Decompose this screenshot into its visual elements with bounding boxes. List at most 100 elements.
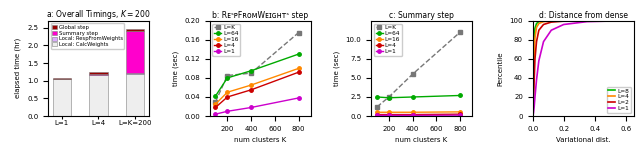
- L=K: [385, 96, 393, 98]
- L=4: [212, 107, 220, 108]
- L=4: [247, 89, 255, 91]
- L=4: [530, 77, 538, 79]
- L=8: [614, 20, 622, 22]
- L=64: [373, 96, 381, 98]
- L=64: [385, 97, 393, 99]
- L=2: [614, 20, 622, 22]
- L=1: [560, 24, 568, 25]
- L=16: [223, 91, 231, 93]
- L=4: [529, 101, 537, 103]
- X-axis label: Variational dist.: Variational dist.: [556, 137, 611, 143]
- L=1: [295, 97, 303, 99]
- L=K: [223, 75, 231, 76]
- L=2: [529, 115, 536, 117]
- Title: b: RᴇˢᴘFʀᴏᴍWᴇɪɢʜᴛˢ step: b: RᴇˢᴘFʀᴏᴍWᴇɪɢʜᴛˢ step: [212, 11, 308, 20]
- L=1: [540, 41, 547, 43]
- L=1: [409, 114, 417, 116]
- Bar: [126, 29, 145, 31]
- L=4: [583, 20, 591, 22]
- L=64: [295, 53, 303, 55]
- L=4: [373, 114, 381, 115]
- L=4: [456, 113, 464, 115]
- L=2: [535, 29, 543, 31]
- L=1: [373, 114, 381, 116]
- L=K: [212, 101, 220, 103]
- L=2: [531, 58, 539, 60]
- Legend: L=K, L=64, L=16, L=4, L=1: L=K, L=64, L=16, L=4, L=1: [374, 24, 402, 56]
- L=4: [540, 21, 547, 23]
- Bar: [126, 74, 145, 116]
- L=8: [535, 21, 543, 23]
- L=K: [373, 106, 381, 108]
- L=K: [295, 32, 303, 34]
- L=16: [212, 103, 220, 105]
- L=2: [630, 20, 637, 22]
- L=4: [529, 115, 536, 117]
- L=4: [295, 71, 303, 73]
- X-axis label: num clusters K: num clusters K: [234, 137, 286, 143]
- L=4: [531, 53, 538, 55]
- Title: a: Overall Timings, $K = 200$: a: Overall Timings, $K = 200$: [46, 8, 151, 21]
- L=8: [630, 20, 637, 22]
- Title: c: Summary step: c: Summary step: [389, 11, 454, 20]
- L=K: [456, 31, 464, 33]
- L=1: [547, 29, 555, 31]
- L=1: [614, 20, 622, 22]
- Bar: [90, 75, 108, 116]
- L=1: [531, 106, 538, 107]
- L=1: [535, 60, 543, 62]
- Y-axis label: Percentile: Percentile: [498, 51, 504, 86]
- L=8: [529, 86, 537, 88]
- L=16: [247, 84, 255, 86]
- L=1: [583, 21, 591, 23]
- L=2: [560, 20, 568, 22]
- L=8: [530, 58, 538, 60]
- L=4: [560, 20, 568, 22]
- Line: L=64: L=64: [214, 52, 300, 98]
- L=16: [385, 111, 393, 113]
- L=4: [223, 96, 231, 98]
- L=16: [295, 67, 303, 69]
- L=4: [532, 26, 540, 28]
- L=K: [409, 73, 417, 75]
- L=1: [530, 111, 538, 113]
- L=4: [614, 20, 622, 22]
- Line: L=1: L=1: [214, 96, 300, 116]
- L=2: [583, 20, 591, 22]
- Line: L=16: L=16: [375, 110, 462, 114]
- Legend: L=8, L=4, L=2, L=1: L=8, L=4, L=2, L=1: [607, 87, 630, 113]
- L=1: [630, 20, 637, 22]
- L=4: [630, 20, 637, 22]
- Line: L=4: L=4: [375, 112, 462, 116]
- Line: L=1: L=1: [532, 21, 634, 116]
- L=64: [456, 94, 464, 96]
- L=1: [529, 114, 537, 116]
- Legend: L=K, L=64, L=16, L=4, L=1: L=K, L=64, L=16, L=4, L=1: [212, 24, 240, 56]
- Y-axis label: elapsed time (hr): elapsed time (hr): [15, 38, 22, 98]
- Line: L=1: L=1: [375, 113, 462, 117]
- L=64: [223, 77, 231, 79]
- Y-axis label: time (sec): time (sec): [172, 51, 179, 86]
- Line: L=2: L=2: [532, 21, 634, 116]
- L=2: [531, 79, 538, 81]
- L=4: [547, 20, 555, 22]
- L=1: [529, 115, 536, 117]
- L=16: [456, 111, 464, 113]
- L=8: [529, 115, 536, 117]
- Y-axis label: time (sec): time (sec): [333, 51, 340, 86]
- L=16: [373, 111, 381, 113]
- L=4: [409, 114, 417, 115]
- Line: L=64: L=64: [375, 94, 462, 100]
- Bar: [90, 72, 108, 74]
- L=K: [247, 72, 255, 74]
- L=64: [247, 70, 255, 72]
- L=2: [532, 41, 540, 43]
- Line: L=8: L=8: [532, 21, 634, 116]
- L=1: [247, 107, 255, 108]
- L=1: [212, 113, 220, 115]
- L=2: [540, 24, 547, 25]
- Line: L=16: L=16: [214, 67, 300, 106]
- L=4: [531, 37, 539, 39]
- L=1: [223, 110, 231, 112]
- Bar: [52, 79, 71, 116]
